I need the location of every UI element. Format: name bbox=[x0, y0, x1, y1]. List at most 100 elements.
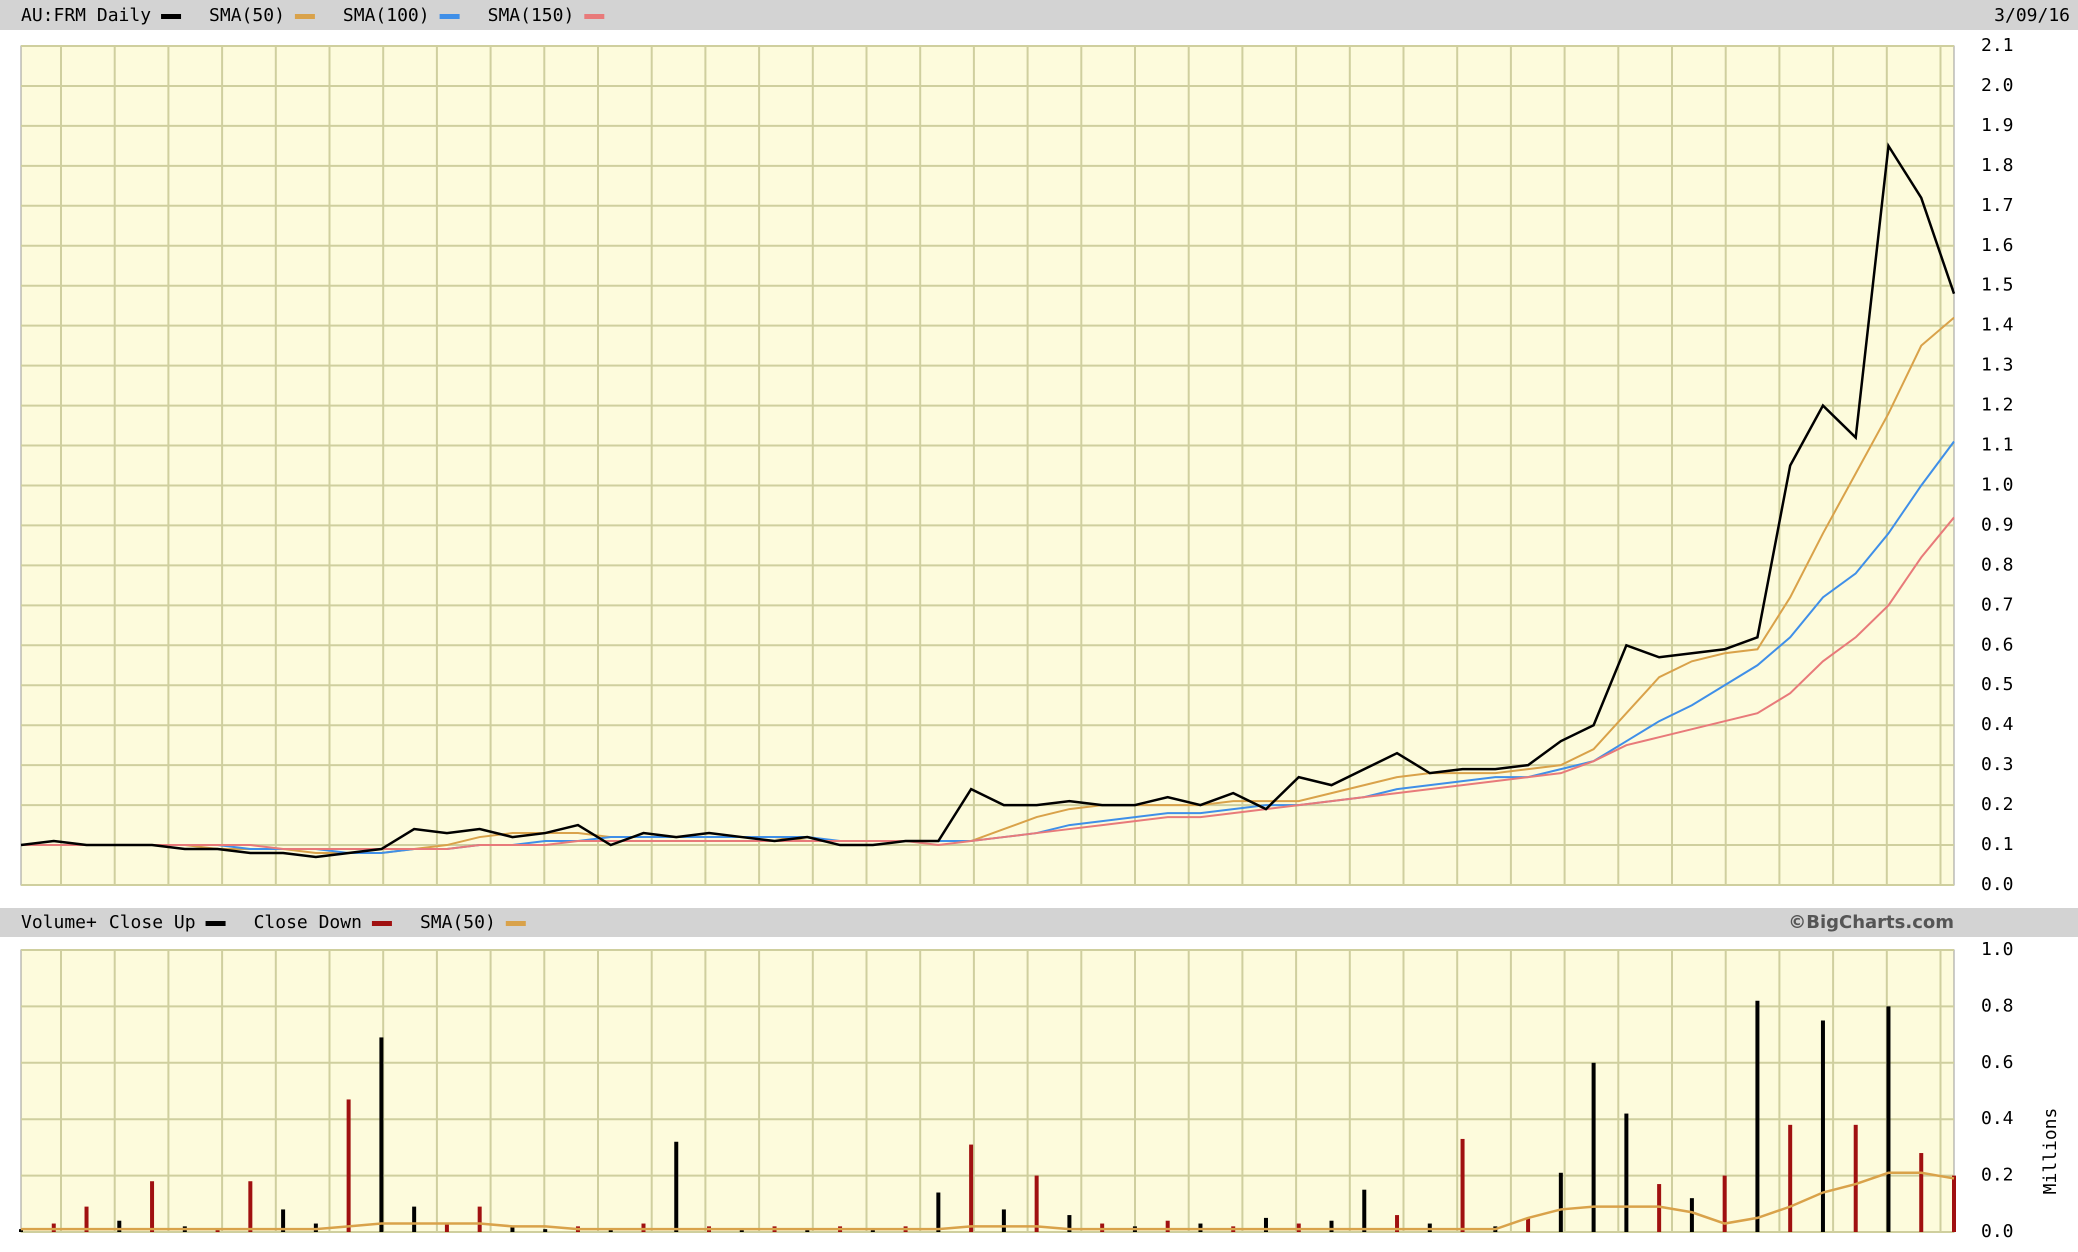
y-tick-label: 0.7 bbox=[1981, 594, 2014, 615]
volume-bar bbox=[608, 1229, 613, 1232]
legend-swatch bbox=[505, 921, 526, 926]
volume-bar bbox=[543, 1229, 548, 1232]
y-tick-label: 0.8 bbox=[1981, 995, 2014, 1016]
volume-bar bbox=[1263, 1217, 1268, 1232]
y-tick-label: 1.7 bbox=[1981, 195, 2014, 216]
legend-swatch bbox=[584, 14, 605, 19]
volume-bar bbox=[1755, 1000, 1760, 1232]
volume-bar bbox=[346, 1099, 351, 1232]
volume-bar bbox=[281, 1209, 286, 1232]
volume-bar bbox=[248, 1181, 253, 1232]
volume-bar bbox=[444, 1223, 449, 1232]
volume-bar bbox=[1165, 1220, 1170, 1232]
y-tick-label: 1.4 bbox=[1981, 315, 2014, 336]
legend-label: SMA(50) bbox=[209, 5, 285, 26]
volume-bar bbox=[936, 1192, 941, 1232]
volume-bar bbox=[313, 1223, 318, 1232]
volume-bar bbox=[117, 1220, 122, 1232]
y-tick-label: 0.2 bbox=[1981, 1165, 2014, 1186]
y-tick-label: 0.8 bbox=[1981, 554, 2014, 575]
y-tick-label: 1.0 bbox=[1981, 474, 2014, 495]
legend-label: AU:FRM Daily bbox=[21, 5, 151, 26]
legend-label: Close Down bbox=[254, 912, 362, 933]
volume-bar bbox=[1919, 1153, 1924, 1232]
legend-swatch bbox=[205, 921, 226, 926]
volume-bar bbox=[1034, 1175, 1039, 1232]
volume-bar bbox=[1067, 1215, 1072, 1232]
header-bar bbox=[0, 0, 2078, 30]
volume-bar bbox=[1657, 1184, 1662, 1232]
y-tick-label: 0.1 bbox=[1981, 834, 2014, 855]
y-tick-label: 0.6 bbox=[1981, 1052, 2014, 1073]
volume-bar bbox=[1722, 1175, 1727, 1232]
legend-label: SMA(100) bbox=[343, 5, 430, 26]
y-tick-label: 1.1 bbox=[1981, 435, 2014, 456]
volume-bar bbox=[1198, 1223, 1203, 1232]
volume-bar bbox=[477, 1206, 482, 1232]
volume-bar bbox=[739, 1229, 744, 1232]
volume-bar bbox=[805, 1229, 810, 1232]
y-tick-label: 1.6 bbox=[1981, 235, 2014, 256]
y-tick-label: 0.5 bbox=[1981, 674, 2014, 695]
volume-bar bbox=[1624, 1113, 1629, 1232]
volume-bar bbox=[1296, 1223, 1301, 1232]
legend-swatch bbox=[161, 14, 182, 19]
legend-swatch bbox=[371, 921, 392, 926]
volume-bar bbox=[215, 1229, 220, 1232]
volume-bar bbox=[641, 1223, 646, 1232]
y-tick-label: 0.6 bbox=[1981, 634, 2014, 655]
volume-bar bbox=[150, 1181, 155, 1232]
volume-bar bbox=[1362, 1189, 1367, 1232]
series-line bbox=[21, 516, 1955, 851]
y-tick-label: 2.0 bbox=[1981, 75, 2014, 96]
y-tick-label: 1.2 bbox=[1981, 395, 2014, 416]
legend-label: Close Up bbox=[109, 912, 196, 933]
plot-area bbox=[20, 949, 1955, 1233]
legend-swatch bbox=[439, 14, 460, 19]
y-tick-label: 1.3 bbox=[1981, 355, 2014, 376]
volume-bar bbox=[1820, 1020, 1825, 1232]
volume-bar bbox=[674, 1141, 679, 1232]
volume-bar bbox=[1395, 1215, 1400, 1232]
y-tick-label: 0.0 bbox=[1981, 874, 2014, 895]
y-axis-label: Millions bbox=[2040, 1108, 2061, 1195]
volume-bar bbox=[412, 1206, 417, 1232]
legend-swatch bbox=[294, 14, 315, 19]
volume-bar bbox=[379, 1037, 384, 1232]
y-tick-label: 0.4 bbox=[1981, 1108, 2014, 1129]
volume-bar bbox=[510, 1226, 515, 1232]
y-tick-label: 0.9 bbox=[1981, 514, 2014, 535]
date-label: 3/09/16 bbox=[1994, 5, 2070, 26]
plot-area bbox=[20, 45, 1955, 886]
y-tick-label: 1.9 bbox=[1981, 115, 2014, 136]
source-label: ©BigCharts.com bbox=[1788, 912, 1954, 933]
volume-bar bbox=[1886, 1006, 1891, 1232]
volume-bar bbox=[1427, 1223, 1432, 1232]
volume-bar bbox=[870, 1229, 875, 1232]
volume-bar bbox=[1853, 1124, 1858, 1232]
y-tick-label: 2.1 bbox=[1981, 35, 2014, 56]
volume-bar bbox=[1329, 1220, 1334, 1232]
y-tick-label: 0.2 bbox=[1981, 794, 2014, 815]
volume-bar bbox=[19, 1229, 23, 1232]
legend-label: SMA(150) bbox=[488, 5, 575, 26]
y-tick-label: 1.8 bbox=[1981, 155, 2014, 176]
y-tick-label: 1.0 bbox=[1981, 939, 2014, 960]
volume-bar bbox=[51, 1223, 56, 1232]
volume-bar bbox=[969, 1144, 974, 1232]
volume-bar bbox=[1460, 1138, 1465, 1232]
volume-bar bbox=[1526, 1217, 1531, 1232]
legend-label: SMA(50) bbox=[420, 912, 496, 933]
y-tick-label: 1.5 bbox=[1981, 275, 2014, 296]
series-line bbox=[20, 142, 1956, 859]
y-tick-label: 0.0 bbox=[1981, 1221, 2014, 1242]
volume-bar bbox=[84, 1206, 89, 1232]
volume-bar bbox=[1689, 1198, 1694, 1232]
series-line bbox=[21, 1171, 1955, 1231]
volume-bar bbox=[1558, 1172, 1563, 1232]
volume-bar bbox=[1001, 1209, 1006, 1232]
chart-title: Volume+ bbox=[21, 912, 97, 933]
volume-bar bbox=[1591, 1062, 1596, 1232]
